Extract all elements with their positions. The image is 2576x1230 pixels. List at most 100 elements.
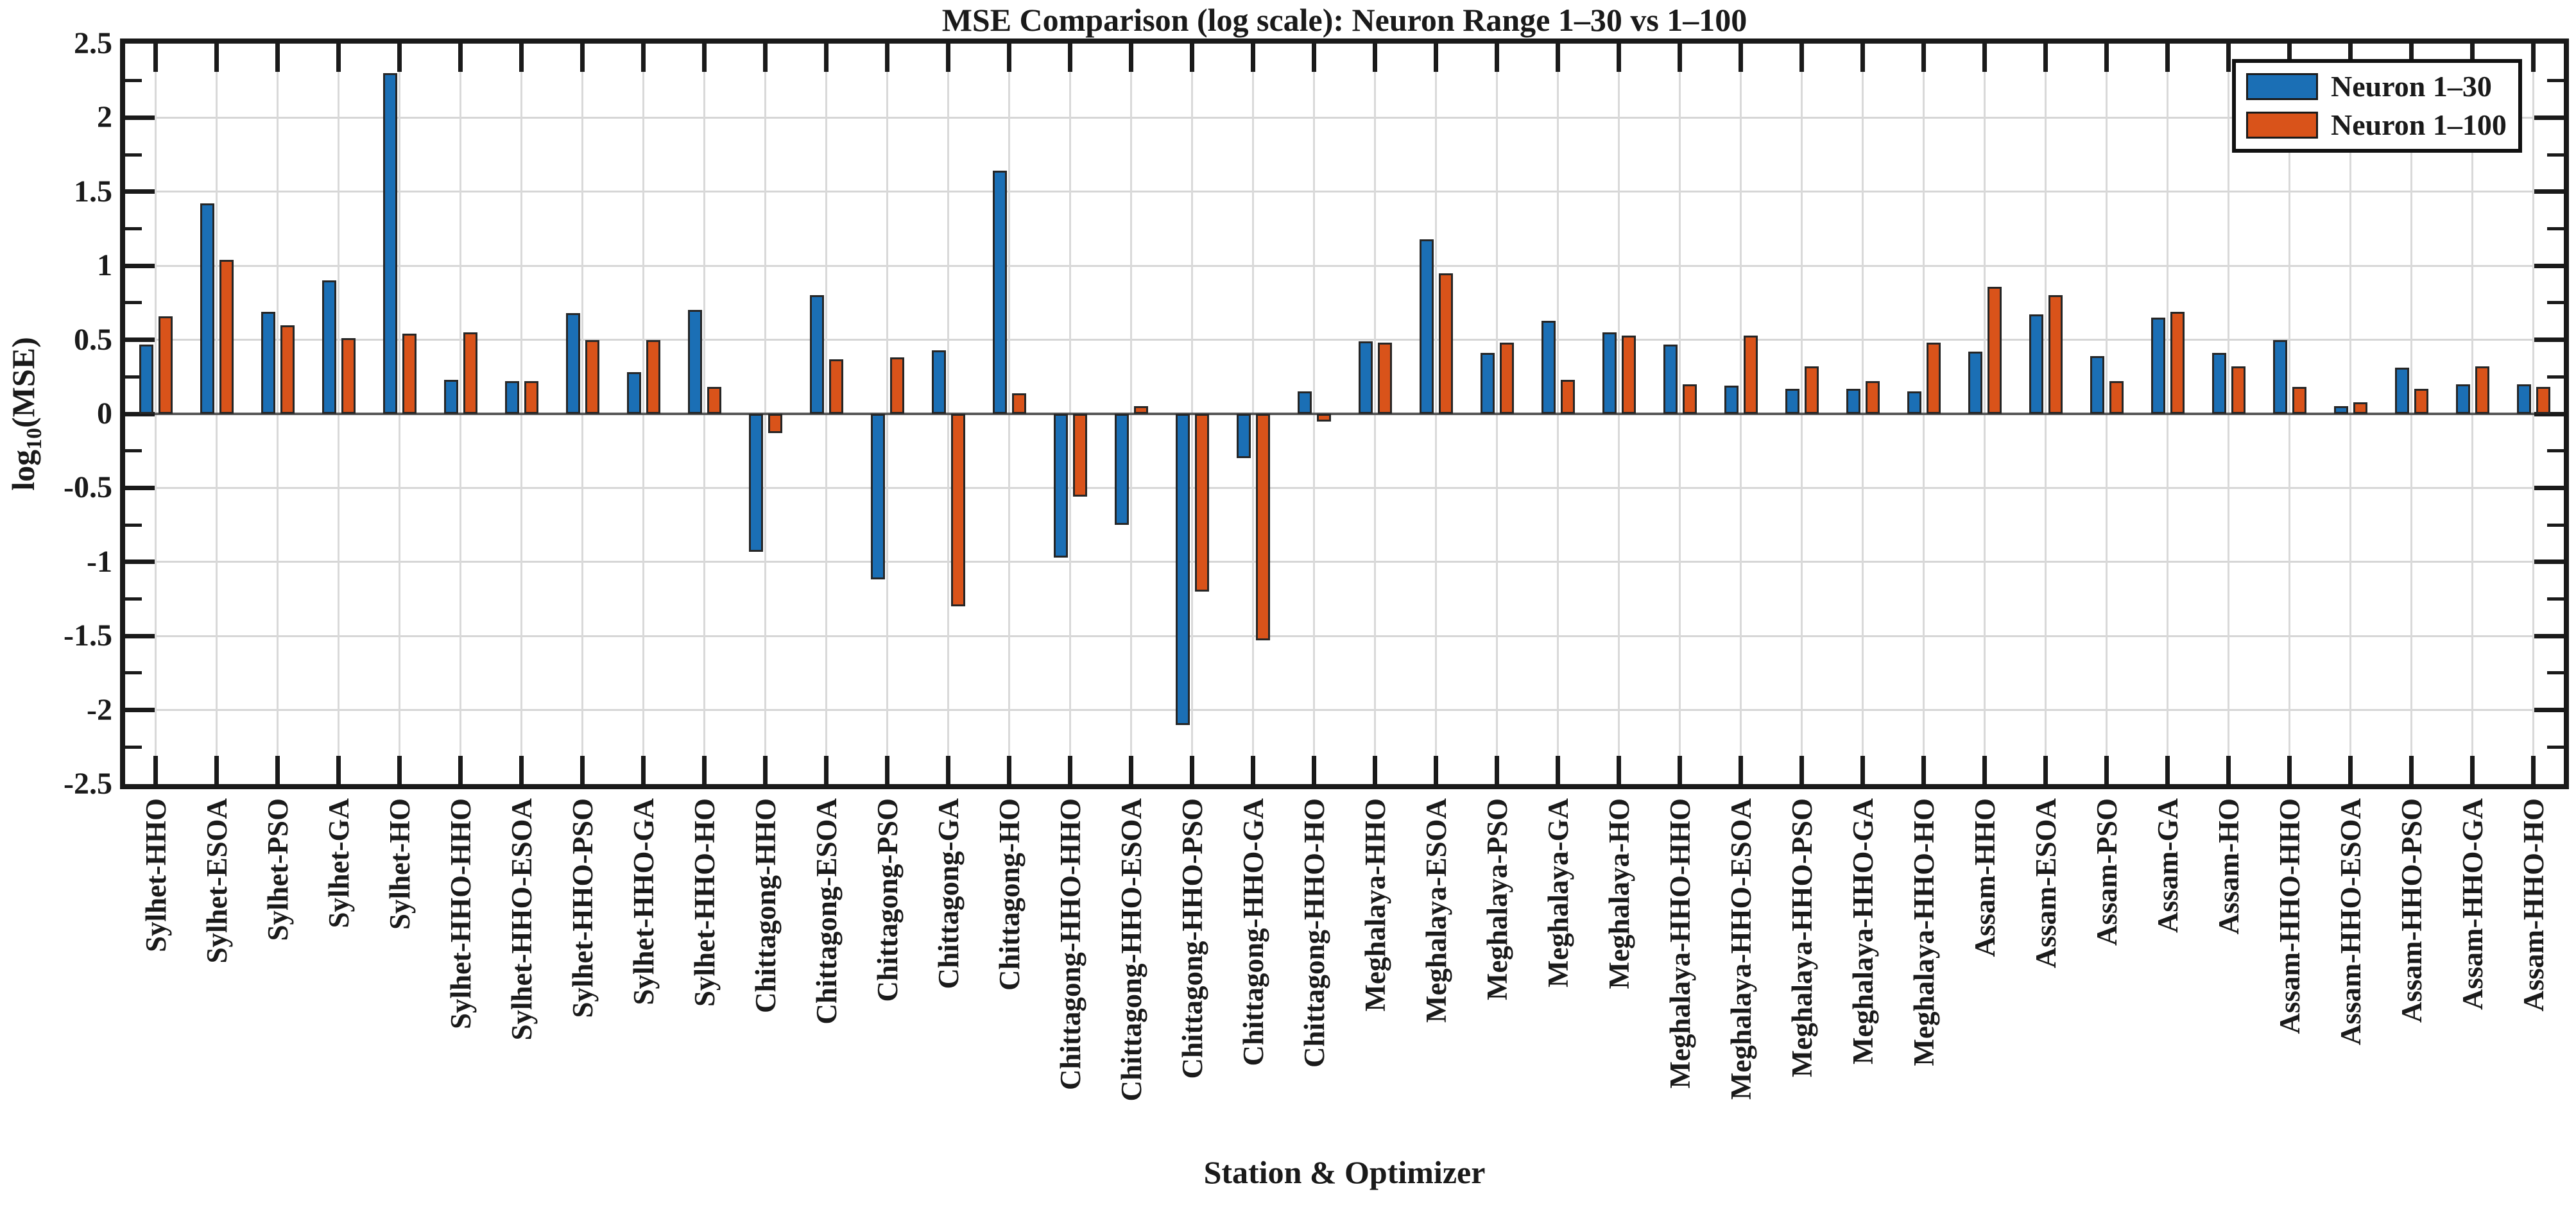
bar-neuron-1-100 (2475, 366, 2489, 414)
y-tick-label: -1.5 (64, 619, 112, 653)
x-tick (1190, 756, 1194, 784)
x-tick-label: Sylhet-HHO-HO (688, 798, 721, 1007)
x-tick (1739, 756, 1743, 784)
x-tick (2165, 44, 2170, 72)
x-tick (1373, 44, 1377, 72)
bar-neuron-1-30 (382, 73, 397, 414)
x-tick (1799, 44, 1804, 72)
x-tick (641, 44, 646, 72)
x-tick-label: Assam-HHO (1968, 798, 2001, 957)
bar-neuron-1-30 (2090, 355, 2104, 414)
bar-neuron-1-30 (2455, 384, 2470, 414)
x-tick-label: Chittagong-HHO (749, 798, 782, 1014)
x-tick (214, 44, 219, 72)
y-tick (2534, 263, 2564, 268)
gridline-horizontal (125, 339, 2564, 341)
y-tick (2534, 485, 2564, 490)
bar-neuron-1-30 (992, 171, 1007, 414)
x-tick-label: Chittagong-HHO-HO (1298, 798, 1330, 1068)
x-tick (2226, 756, 2231, 784)
x-tick-label: Meghalaya-PSO (1481, 798, 1513, 1000)
y-tick (125, 745, 142, 749)
y-tick (125, 189, 155, 194)
x-tick (946, 44, 950, 72)
x-tick (2043, 44, 2048, 72)
bar-neuron-1-30 (322, 280, 336, 414)
x-tick-label: Sylhet-HHO (139, 798, 172, 953)
bar-neuron-1-100 (585, 339, 599, 414)
bar-neuron-1-100 (219, 259, 234, 414)
bar-neuron-1-30 (1968, 352, 1982, 414)
x-tick (2165, 756, 2170, 784)
bar-neuron-1-30 (1663, 344, 1678, 414)
x-tick-label: Assam-PSO (2090, 798, 2123, 946)
x-tick-label: Chittagong-HHO-GA (1237, 798, 1269, 1066)
x-tick-label: Sylhet-GA (322, 798, 355, 928)
y-tick (125, 523, 142, 527)
x-tick (1434, 44, 1438, 72)
x-tick-label: Chittagong-PSO (871, 798, 904, 1002)
x-tick (1434, 756, 1438, 784)
y-tick-label: 1 (97, 248, 112, 283)
x-tick-label: Chittagong-GA (932, 798, 965, 989)
x-tick (824, 756, 829, 784)
y-tick (2547, 597, 2564, 601)
bar-neuron-1-30 (200, 203, 214, 414)
x-tick (2104, 44, 2109, 72)
y-tick (125, 115, 155, 120)
bar-neuron-1-30 (1114, 414, 1129, 525)
x-tick-label: Assam-HO (2212, 798, 2245, 935)
x-tick (1982, 44, 1987, 72)
bar-neuron-1-30 (1541, 320, 1556, 414)
x-tick (2531, 756, 2536, 784)
x-tick (1556, 756, 1560, 784)
bar-neuron-1-100 (1438, 273, 1453, 414)
bar-neuron-1-30 (1785, 388, 1799, 414)
bar-neuron-1-100 (950, 414, 965, 607)
bar-neuron-1-30 (2394, 368, 2409, 414)
y-tick (2547, 449, 2564, 453)
x-tick-label: Assam-HHO-HHO (2273, 798, 2306, 1034)
y-tick (125, 337, 155, 343)
y-tick (2547, 375, 2564, 379)
bar-neuron-1-30 (261, 311, 275, 414)
x-tick (1190, 44, 1194, 72)
y-tick (125, 227, 142, 230)
bar-neuron-1-100 (463, 332, 477, 414)
y-tick (125, 559, 155, 565)
x-tick (1982, 756, 1987, 784)
bar-neuron-1-100 (280, 325, 295, 414)
x-tick (1678, 44, 1682, 72)
x-tick (1617, 756, 1621, 784)
x-tick (2348, 44, 2353, 72)
bar-neuron-1-30 (1846, 388, 1860, 414)
x-tick (885, 44, 889, 72)
x-tick (397, 44, 402, 72)
x-tick (641, 756, 646, 784)
y-tick (2534, 411, 2564, 416)
x-tick-label: Chittagong-HO (993, 798, 1026, 991)
x-tick (458, 44, 463, 72)
x-tick (1129, 44, 1133, 72)
bar-neuron-1-100 (1987, 286, 2002, 414)
x-tick (1007, 756, 1011, 784)
x-tick (763, 756, 768, 784)
bar-neuron-1-100 (768, 414, 782, 433)
x-tick-label: Assam-ESOA (2029, 798, 2062, 969)
x-tick (519, 44, 524, 72)
x-tick (1860, 756, 1865, 784)
y-tick (125, 375, 142, 379)
y-tick (2534, 115, 2564, 120)
y-tick (125, 485, 155, 490)
x-tick (1495, 756, 1499, 784)
y-tick (2547, 301, 2564, 305)
bar-neuron-1-30 (1907, 391, 1921, 414)
bar-neuron-1-30 (1480, 353, 1495, 414)
x-tick-label: Meghalaya-ESOA (1420, 798, 1452, 1023)
gridline-horizontal (125, 116, 2564, 119)
bar-neuron-1-100 (1133, 406, 1148, 414)
x-tick (1251, 756, 1255, 784)
x-tick (702, 756, 707, 784)
bar-neuron-1-100 (524, 381, 538, 414)
x-tick (2287, 44, 2292, 72)
